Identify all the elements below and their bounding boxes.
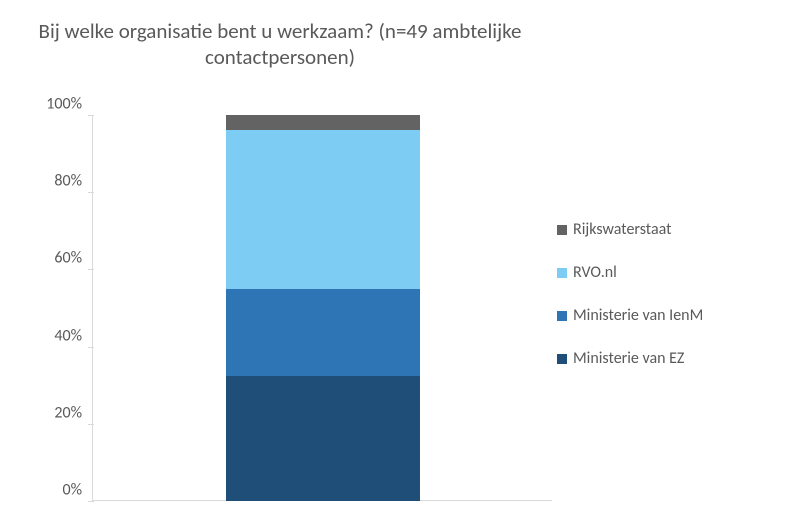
y-axis-line: [92, 115, 93, 501]
legend-label: RVO.nl: [573, 263, 617, 282]
legend-swatch-icon: [557, 268, 567, 278]
legend: Rijkswaterstaat RVO.nl Ministerie van Ie…: [557, 220, 757, 392]
legend-item: Ministerie van IenM: [557, 306, 757, 325]
chart-container: Bij welke organisatie bent u werkzaam? (…: [0, 0, 793, 525]
legend-swatch-icon: [557, 354, 567, 364]
bar-segment-ez: [226, 376, 420, 501]
legend-item: RVO.nl: [557, 263, 757, 282]
y-tick-label: 20%: [54, 403, 82, 422]
y-tick-label: 100%: [46, 95, 82, 114]
y-tick-label: 80%: [54, 172, 82, 191]
y-tick-label: 60%: [54, 249, 82, 268]
y-tick-label: 40%: [54, 326, 82, 345]
y-axis: 0% 20% 40% 60% 80% 100%: [0, 115, 88, 501]
bar-segment-rvo: [226, 130, 420, 288]
chart-title: Bij welke organisatie bent u werkzaam? (…: [0, 18, 560, 71]
legend-item: Rijkswaterstaat: [557, 220, 757, 239]
legend-label: Rijkswaterstaat: [573, 220, 672, 239]
stacked-bar: [225, 115, 420, 501]
legend-swatch-icon: [557, 225, 567, 235]
y-tick-label: 0%: [62, 481, 82, 500]
legend-label: Ministerie van EZ: [573, 349, 684, 368]
bar-segment-rws: [226, 115, 420, 130]
legend-item: Ministerie van EZ: [557, 349, 757, 368]
y-tick-mark: [88, 501, 94, 502]
bar-segment-ienm: [226, 289, 420, 376]
plot-area: [92, 115, 552, 501]
legend-label: Ministerie van IenM: [573, 306, 703, 325]
legend-swatch-icon: [557, 311, 567, 321]
